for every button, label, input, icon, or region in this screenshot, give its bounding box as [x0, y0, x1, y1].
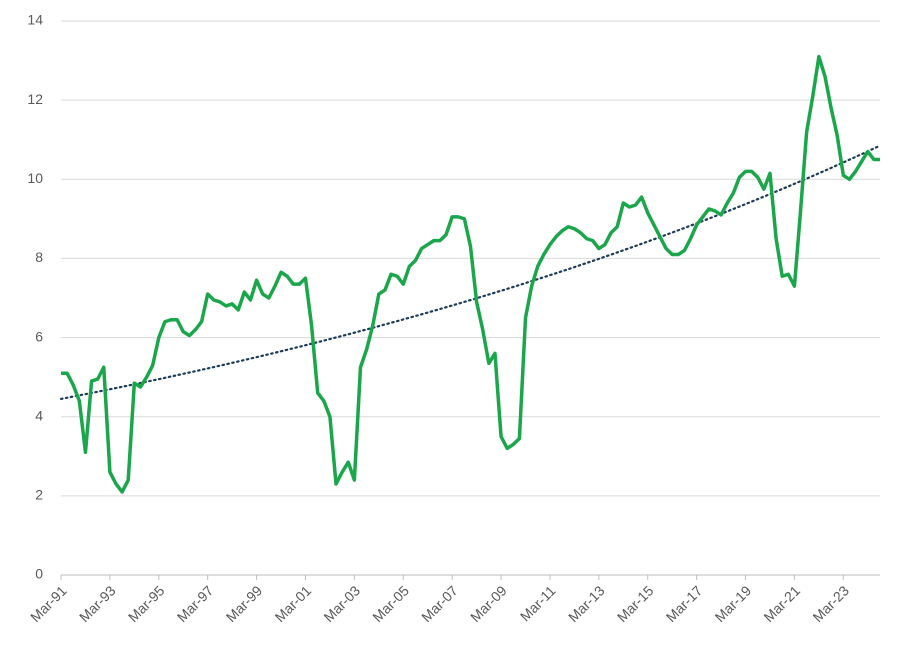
- x-tick-label: Mar-99: [223, 582, 266, 625]
- y-tick-label: 2: [35, 487, 43, 503]
- x-tick-label: Mar-15: [614, 582, 657, 625]
- y-tick-label: 4: [35, 407, 43, 423]
- x-tick-label: Mar-93: [76, 582, 119, 625]
- x-tick-label: Mar-03: [320, 582, 363, 625]
- data-line: [61, 54, 880, 494]
- x-tick-label: Mar-01: [272, 582, 315, 625]
- trend-line: [59, 144, 882, 401]
- x-tick-label: Mar-21: [760, 582, 803, 625]
- x-tick-label: Mar-09: [467, 582, 510, 625]
- y-tick-label: 14: [27, 12, 43, 28]
- y-tick-label: 12: [27, 91, 43, 107]
- x-tick-label: Mar-05: [369, 582, 412, 625]
- x-tick-label: Mar-17: [663, 582, 706, 625]
- y-tick-label: 10: [27, 170, 43, 186]
- x-tick-label: Mar-11: [517, 582, 559, 624]
- y-tick-label: 0: [35, 566, 43, 582]
- y-tick-label: 6: [35, 328, 43, 344]
- x-tick-label: Mar-23: [809, 582, 852, 625]
- x-tick-label: Mar-19: [712, 582, 755, 625]
- y-tick-label: 8: [35, 249, 43, 265]
- x-tick-label: Mar-97: [174, 582, 217, 625]
- x-tick-label: Mar-95: [125, 582, 168, 625]
- x-tick-label: Mar-91: [27, 582, 70, 625]
- x-tick-label: Mar-13: [565, 582, 608, 625]
- x-tick-label: Mar-07: [418, 582, 461, 625]
